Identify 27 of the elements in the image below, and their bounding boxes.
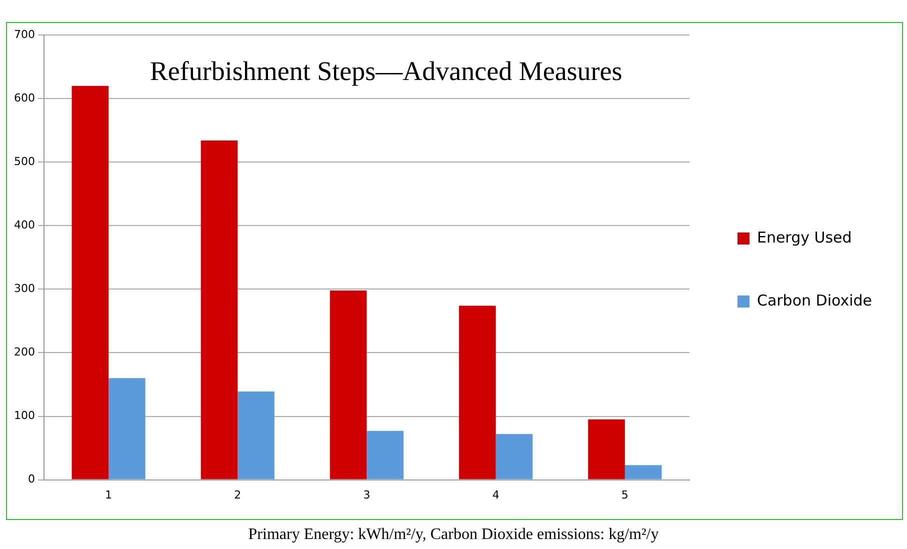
y-tick-label: 100: [14, 409, 35, 422]
bar: [366, 430, 404, 480]
y-tick-label: 0: [28, 472, 35, 486]
bar: [108, 378, 146, 480]
y-tick-label: 200: [14, 346, 35, 359]
x-tick-label: 1: [105, 488, 112, 502]
bar: [459, 306, 496, 480]
text: Refurbishment Steps—Advanced Measures: [150, 56, 622, 86]
bar: [624, 465, 662, 480]
y-tick-label: 600: [14, 91, 35, 104]
x-tick-label: 4: [492, 488, 500, 502]
x-tick-label: 5: [621, 488, 628, 502]
bar: [238, 391, 274, 480]
bar: [588, 419, 625, 480]
bar: [200, 140, 238, 480]
legend-label: Energy Used: [756, 228, 852, 246]
bar: [330, 290, 367, 480]
bar: [496, 434, 533, 480]
x-tick-label: 3: [363, 488, 370, 502]
y-tick-label: 500: [14, 154, 35, 168]
bar: [72, 86, 109, 480]
y-tick-label: 700: [14, 28, 35, 41]
y-tick-label: 400: [14, 218, 35, 232]
x-tick-label: 2: [234, 488, 242, 502]
y-tick-label: 300: [14, 282, 35, 296]
text: Primary Energy: kWh/m²/y, Carbon Dioxide emissions: kg/m²/y: [247, 526, 660, 544]
legend-label: Carbon Dioxide: [756, 291, 872, 310]
